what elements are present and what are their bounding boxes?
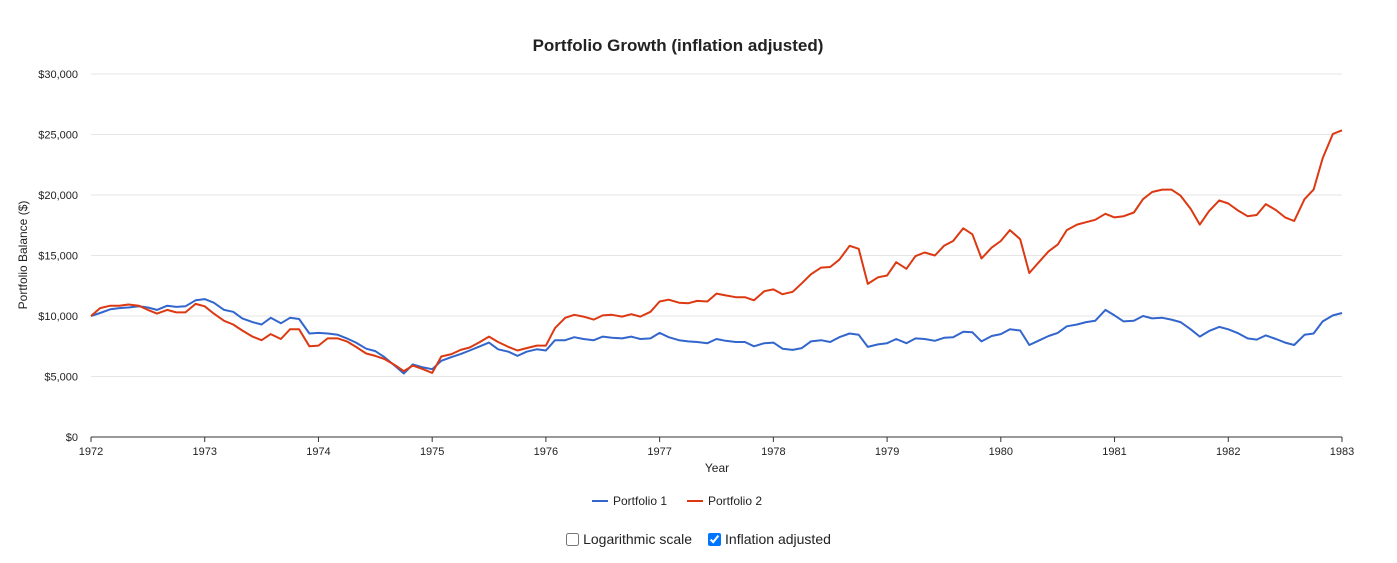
x-tick-label: 1983 bbox=[1330, 446, 1354, 458]
legend-label-portfolio-2: Portfolio 2 bbox=[708, 494, 762, 508]
log-scale-label: Logarithmic scale bbox=[583, 531, 693, 547]
chart-options: Logarithmic scale Inflation adjusted bbox=[0, 528, 1397, 550]
x-tick-label: 1978 bbox=[761, 446, 785, 458]
log-scale-checkbox[interactable] bbox=[566, 532, 580, 546]
legend-item-portfolio-2[interactable]: Portfolio 2 bbox=[687, 494, 762, 508]
x-tick-label: 1982 bbox=[1216, 446, 1240, 458]
series-line-portfolio-1 bbox=[90, 298, 1343, 375]
x-tick-label: 1973 bbox=[192, 446, 216, 458]
y-tick-label: $25,000 bbox=[38, 130, 78, 142]
y-axis-ticks: $0 $5,000 $10,000 $15,000 $20,000 $25,000 $30,… bbox=[38, 69, 78, 444]
y-tick-label: $20,000 bbox=[38, 190, 78, 202]
y-tick-label: $15,000 bbox=[38, 251, 78, 263]
legend: Portfolio 1 Portfolio 2 bbox=[592, 494, 762, 508]
y-tick-label: $0 bbox=[66, 432, 78, 444]
x-tick-label: 1980 bbox=[989, 446, 1013, 458]
x-tick-label: 1981 bbox=[1102, 446, 1126, 458]
legend-item-portfolio-1[interactable]: Portfolio 1 bbox=[592, 494, 667, 508]
x-tick-label: 1974 bbox=[306, 446, 330, 458]
series-line-portfolio-2 bbox=[90, 129, 1343, 374]
inflation-adjusted-checkbox[interactable] bbox=[708, 532, 722, 546]
x-tick-label: 1975 bbox=[420, 446, 444, 458]
x-tick-label: 1976 bbox=[534, 446, 558, 458]
log-scale-option[interactable]: Logarithmic scale bbox=[566, 531, 692, 547]
y-axis-label: Portfolio Balance ($) bbox=[16, 201, 30, 310]
x-tick-label: 1979 bbox=[875, 446, 899, 458]
y-tick-label: $5,000 bbox=[44, 372, 78, 384]
series-lines bbox=[90, 129, 1343, 375]
gridlines bbox=[91, 73, 1342, 377]
inflation-adjusted-label: Inflation adjusted bbox=[725, 531, 831, 547]
y-tick-label: $30,000 bbox=[38, 69, 78, 81]
portfolio-growth-chart: Portfolio Growth (inflation adjusted) $0… bbox=[16, 36, 1354, 508]
x-tick-label: 1977 bbox=[647, 446, 671, 458]
legend-label-portfolio-1: Portfolio 1 bbox=[613, 494, 667, 508]
chart-title: Portfolio Growth (inflation adjusted) bbox=[533, 36, 824, 55]
y-tick-label: $10,000 bbox=[38, 311, 78, 323]
inflation-adjusted-option[interactable]: Inflation adjusted bbox=[708, 531, 831, 547]
x-tick-label: 1972 bbox=[79, 446, 103, 458]
x-axis-label: Year bbox=[705, 461, 729, 475]
x-axis-ticks: 1972 1973 1974 1975 1976 1977 1978 1979 1980 1981… bbox=[79, 437, 1354, 458]
